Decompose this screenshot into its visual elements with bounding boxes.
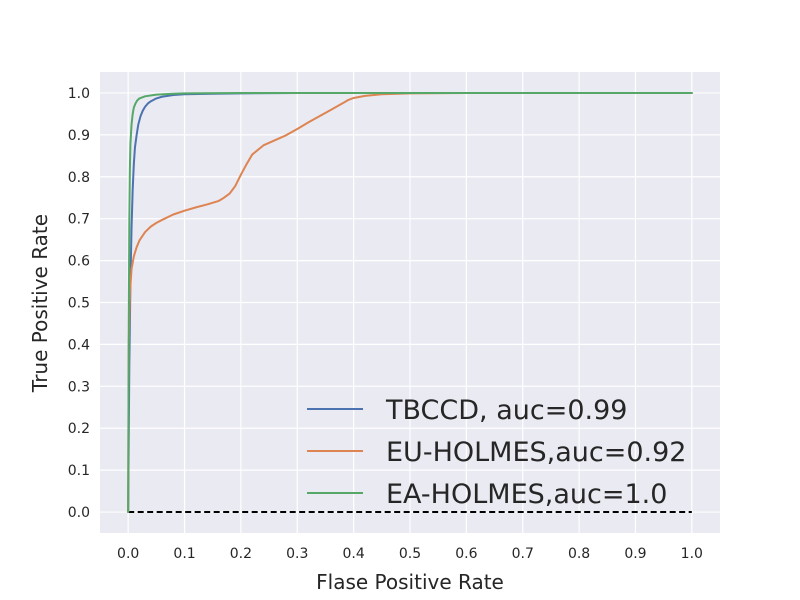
y-tick-label: 0.8	[68, 170, 90, 186]
legend: TBCCD, auc=0.99 EU-HOLMES,auc=0.92 EA-HOLM…	[307, 395, 686, 510]
legend-label: EA-HOLMES,auc=1.0	[386, 479, 667, 510]
y-tick-label: 0.2	[68, 421, 90, 437]
y-tick-label: 0.9	[68, 128, 90, 144]
y-tick-label: 0.7	[68, 212, 90, 228]
x-tick-label: 0.7	[512, 546, 534, 562]
y-axis-label: True Positive Rate	[28, 214, 52, 393]
x-tick-label: 1.0	[681, 546, 703, 562]
x-tick-label: 0.1	[173, 546, 195, 562]
x-tick-label: 0.0	[117, 546, 139, 562]
x-axis-label: Flase Positive Rate	[316, 570, 504, 594]
series-line	[127, 91, 693, 514]
y-tick-label: 0.4	[68, 337, 90, 353]
y-tick-label: 1.0	[68, 86, 90, 102]
y-tick-label: 0.0	[68, 505, 90, 521]
x-tick-label: 0.5	[399, 546, 421, 562]
series-lines	[127, 91, 693, 514]
x-tick-label: 0.2	[230, 546, 252, 562]
y-tick-labels: 0.0 0.1 0.2 0.3 0.4 0.5 0.6 0.7 0.8 0.9 1.0	[68, 86, 90, 521]
legend-label: EU-HOLMES,auc=0.92	[386, 437, 686, 468]
x-tick-label: 0.9	[624, 546, 646, 562]
x-tick-label: 0.3	[286, 546, 308, 562]
y-tick-label: 0.1	[68, 463, 90, 479]
x-tick-label: 0.4	[343, 546, 365, 562]
series-line	[127, 91, 693, 514]
y-tick-label: 0.6	[68, 254, 90, 270]
x-tick-labels: 0.0 0.1 0.2 0.3 0.4 0.5 0.6 0.7 0.8 0.9 1.0	[117, 546, 703, 562]
y-tick-label: 0.5	[68, 296, 90, 312]
y-tick-label: 0.3	[68, 379, 90, 395]
legend-label: TBCCD, auc=0.99	[385, 395, 627, 426]
x-tick-label: 0.8	[568, 546, 590, 562]
x-tick-label: 0.6	[455, 546, 477, 562]
